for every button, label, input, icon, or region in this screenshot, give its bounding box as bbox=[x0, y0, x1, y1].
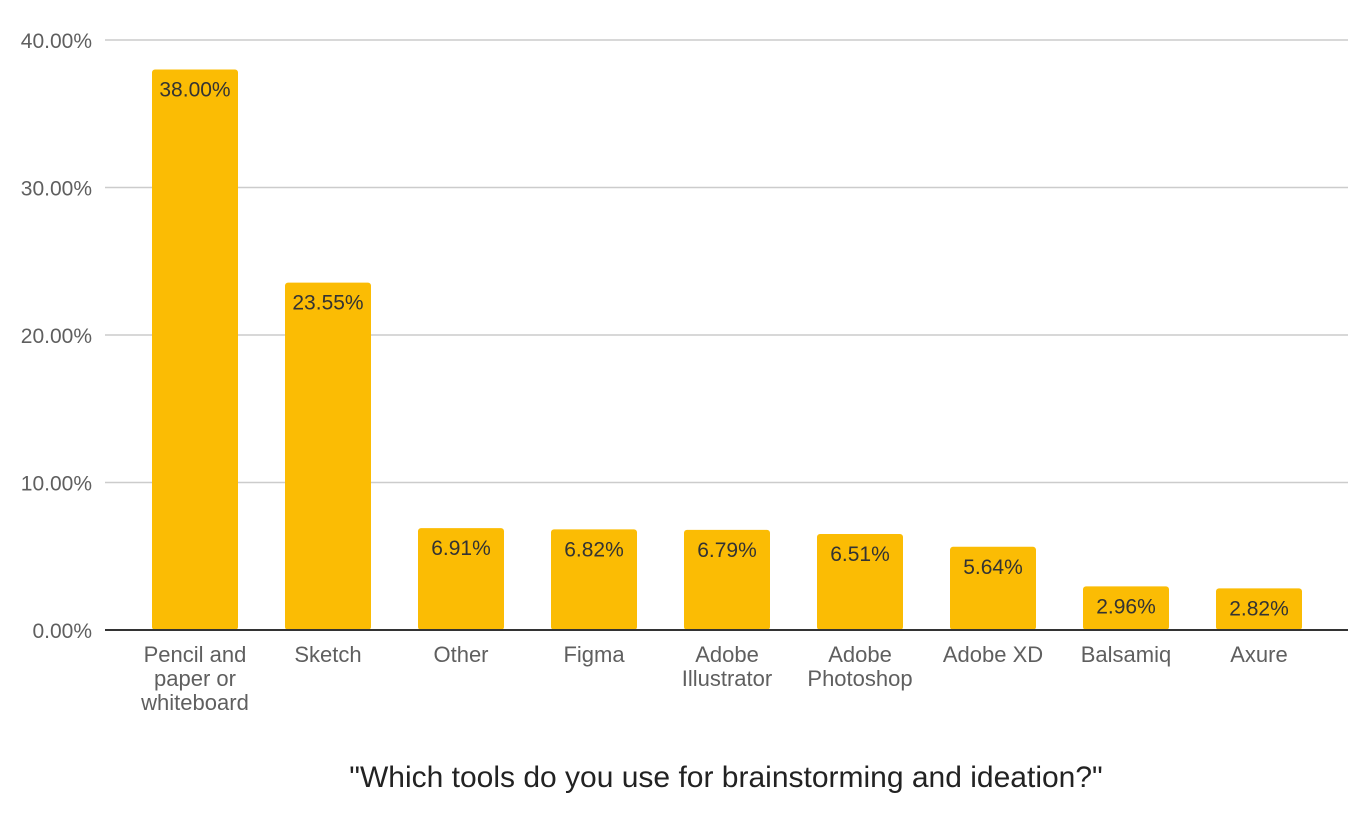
bar bbox=[285, 282, 371, 630]
x-tick-label: Other bbox=[433, 642, 488, 667]
data-labels: 38.00% 23.55% 6.91% 6.82% 6.79% 6.51% 5.64% 2.9… bbox=[159, 79, 1288, 621]
bar bbox=[1216, 588, 1302, 630]
y-axis-ticks: 0.00% 10.00% 20.00% 30.00% 40.00% bbox=[21, 30, 92, 643]
x-tick-label: Axure bbox=[1230, 642, 1287, 667]
bar bbox=[418, 528, 504, 630]
data-label: 6.82% bbox=[564, 538, 624, 561]
data-label: 6.91% bbox=[431, 537, 491, 560]
bar bbox=[817, 533, 903, 630]
x-tick-label: Balsamiq bbox=[1081, 642, 1171, 667]
x-tick-label: Sketch bbox=[294, 642, 361, 667]
x-tick-label: Adobe XD bbox=[943, 642, 1043, 667]
bar bbox=[1083, 586, 1169, 630]
x-tick-label: Adobe Illustrator bbox=[682, 642, 772, 691]
x-tick-label: Figma bbox=[563, 642, 625, 667]
y-tick-label: 20.00% bbox=[21, 325, 92, 348]
data-label: 6.51% bbox=[830, 543, 890, 566]
y-tick-label: 0.00% bbox=[32, 620, 92, 643]
bar bbox=[684, 529, 770, 630]
x-tick-label: Adobe Photoshop bbox=[807, 642, 912, 691]
bar bbox=[950, 546, 1036, 630]
y-tick-label: 30.00% bbox=[21, 178, 92, 201]
bar bbox=[152, 69, 238, 630]
x-tick-label: Pencil and paper or whiteboard bbox=[140, 642, 249, 715]
chart-title: "Which tools do you use for brainstormin… bbox=[349, 761, 1102, 794]
data-label: 2.96% bbox=[1096, 595, 1156, 618]
y-tick-label: 10.00% bbox=[21, 473, 92, 496]
data-label: 23.55% bbox=[292, 292, 363, 315]
data-label: 2.82% bbox=[1229, 597, 1289, 620]
y-tick-label: 40.00% bbox=[21, 30, 92, 53]
data-label: 38.00% bbox=[159, 79, 230, 102]
bars bbox=[152, 69, 1302, 630]
x-axis-ticks: Pencil and paper or whiteboard Sketch Other F… bbox=[140, 642, 1288, 715]
data-label: 6.79% bbox=[697, 539, 757, 562]
bar bbox=[551, 529, 637, 630]
data-label: 5.64% bbox=[963, 556, 1023, 579]
